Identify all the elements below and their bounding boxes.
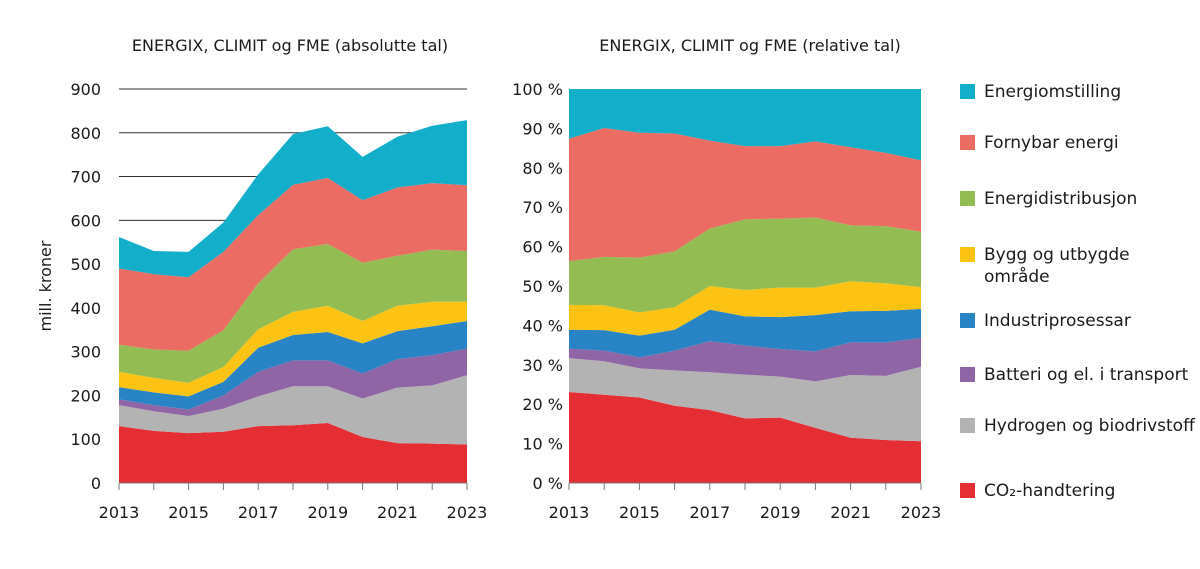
y-tick-label: 100 %	[512, 80, 563, 99]
x-tick-label: 2019	[760, 503, 801, 522]
y-tick-label: 20 %	[522, 395, 563, 414]
right-chart-title: ENERGIX, CLIMIT og FME (relative tal)	[599, 36, 901, 55]
legend-swatch	[960, 191, 975, 206]
legend-label: Bygg og utbygde område	[984, 245, 1130, 287]
x-tick-label: 2015	[168, 503, 209, 522]
y-tick-label: 800	[70, 124, 101, 143]
area-industriprosessar	[569, 308, 921, 358]
area-hydrogen-og-biodrivstoff	[569, 358, 921, 442]
area-batteri-og-el-i-transport	[569, 338, 921, 382]
legend-label: Industriprosessar	[984, 311, 1131, 331]
legend-swatch	[960, 247, 975, 262]
legend-swatch	[960, 84, 975, 99]
legend-label: Energidistribusjon	[984, 189, 1138, 209]
x-tick-label: 2017	[689, 503, 730, 522]
legend-label: CO₂-handtering	[984, 481, 1116, 501]
legend-label: Batteri og el. i transport	[984, 365, 1189, 385]
y-tick-label: 500	[70, 255, 101, 274]
x-tick-label: 2013	[99, 503, 140, 522]
area-co2-handtering	[119, 423, 467, 483]
x-tick-label: 2019	[307, 503, 348, 522]
y-tick-label: 10 %	[522, 435, 563, 454]
area-energidistribusjon	[569, 217, 921, 313]
legend-label: Hydrogen og biodrivstoff	[984, 416, 1195, 436]
area-energidistribusjon	[119, 243, 467, 383]
y-tick-label: 700	[70, 168, 101, 187]
y-tick-label: 30 %	[522, 356, 563, 375]
y-tick-label: 600	[70, 211, 101, 230]
legend-label: Energiomstilling	[984, 82, 1122, 102]
legend-item: Batteri og el. i transport	[960, 364, 1199, 386]
y-tick-label: 400	[70, 299, 101, 318]
area-fornybar-energi	[569, 128, 921, 262]
legend-swatch	[960, 418, 975, 433]
area-bygg-og-utbygde-omr-de	[569, 281, 921, 336]
x-tick-label: 2015	[619, 503, 660, 522]
legend-item: Energidistribusjon	[960, 188, 1199, 210]
y-tick-label: 0 %	[533, 474, 563, 493]
legend-label: Fornybar energi	[984, 133, 1119, 153]
y-tick-label: 0	[91, 474, 101, 493]
y-axis-label: mill. kroner	[36, 240, 55, 331]
y-tick-label: 300	[70, 343, 101, 362]
legend-swatch	[960, 367, 975, 382]
y-tick-label: 100	[70, 430, 101, 449]
legend-item: Industriprosessar	[960, 310, 1199, 332]
y-tick-label: 900	[70, 80, 101, 99]
x-tick-label: 2023	[447, 503, 488, 522]
legend-item: Fornybar energi	[960, 132, 1199, 154]
area-batteri-og-el-i-transport	[119, 348, 467, 417]
x-tick-label: 2021	[377, 503, 418, 522]
left-chart-title: ENERGIX, CLIMIT og FME (absolutte tal)	[131, 36, 449, 55]
y-tick-label: 200	[70, 386, 101, 405]
x-tick-label: 2013	[549, 503, 590, 522]
y-tick-label: 70 %	[522, 198, 563, 217]
area-industriprosessar	[119, 321, 467, 410]
legend-item: Energiomstilling	[960, 81, 1199, 103]
x-tick-label: 2023	[901, 503, 942, 522]
y-tick-label: 40 %	[522, 316, 563, 335]
area-co2-handtering	[569, 391, 921, 483]
x-tick-label: 2021	[830, 503, 871, 522]
legend-swatch	[960, 313, 975, 328]
area-energiomstilling	[569, 89, 921, 161]
legend-swatch	[960, 135, 975, 150]
y-tick-label: 90 %	[522, 119, 563, 138]
legend-swatch	[960, 483, 975, 498]
y-tick-label: 80 %	[522, 159, 563, 178]
chart-0: 2013 2015 2017 2019 2021 2023 0 100 200 300 400 500…	[36, 80, 487, 522]
y-tick-label: 50 %	[522, 277, 563, 296]
legend-item: Hydrogen og biodrivstoff	[960, 415, 1199, 437]
area-fornybar-energi	[119, 177, 467, 351]
legend-item: Bygg og utbygde område	[960, 244, 1199, 288]
area-hydrogen-og-biodrivstoff	[119, 375, 467, 445]
area-energiomstilling	[119, 120, 467, 278]
legend-item: CO₂-handtering	[960, 480, 1199, 502]
x-tick-label: 2017	[238, 503, 279, 522]
area-bygg-og-utbygde-omr-de	[119, 301, 467, 397]
y-tick-label: 60 %	[522, 238, 563, 257]
chart-1: 2013 2015 2017 2019 2021 2023 0 % 10 % 20 % 30 % 4…	[512, 80, 941, 522]
